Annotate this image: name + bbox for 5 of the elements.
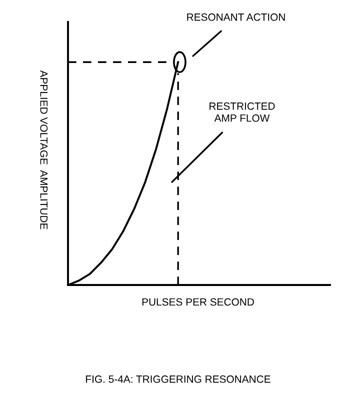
- x-axis-title: PULSES PER SECOND: [142, 298, 254, 306]
- caption: FIG. 5-4A: TRIGGERING RESONANCE: [86, 375, 270, 383]
- annotation: RESTRICTED AMP FLOW: [210, 102, 275, 122]
- text: RESONANT ACTION: [187, 13, 285, 21]
- y-axis-title: APPLIED VOLTAGE AMPLITUDE: [40, 70, 48, 230]
